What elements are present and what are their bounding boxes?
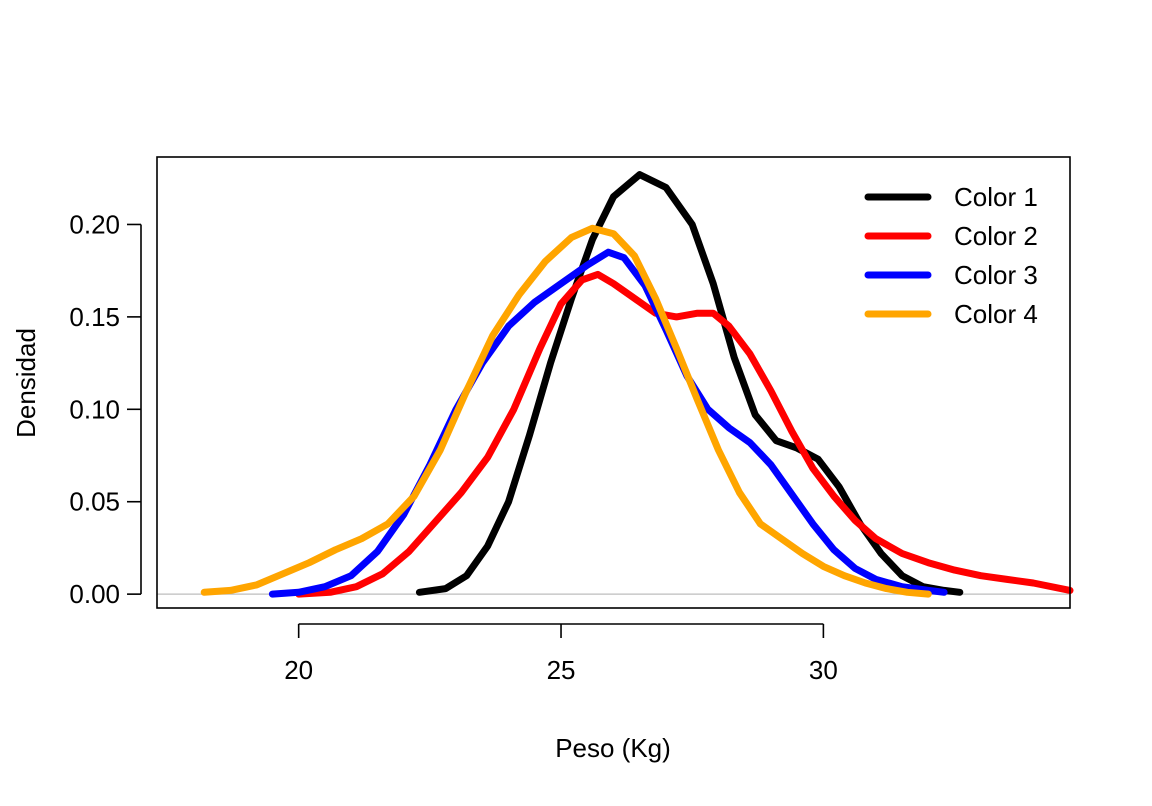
series-line-3 [268,248,948,598]
legend-label-2: Color 2 [954,221,1038,251]
x-tick-label: 20 [284,655,313,685]
y-axis: 0.00 0.05 0.10 0.15 0.20 [69,209,142,609]
series-line-2 [295,270,1074,598]
x-axis: 20 25 30 [284,623,838,685]
x-tick-label: 30 [809,655,838,685]
y-tick-label: 0.00 [69,579,120,609]
legend-label-4: Color 4 [954,299,1038,329]
legend-label-3: Color 3 [954,260,1038,290]
x-axis-title: Peso (Kg) [555,733,671,763]
plot-frame [156,156,1071,609]
legend: Color 1 Color 2 Color 3 Color 4 [864,182,1038,329]
y-tick-label: 0.10 [69,394,120,424]
y-axis-title: Densidad [11,328,41,438]
legend-label-1: Color 1 [954,182,1038,212]
y-tick-label: 0.05 [69,487,120,517]
series-line-4 [200,224,932,598]
series-line-1 [415,171,964,596]
series-layer [200,171,1074,598]
x-tick-label: 25 [547,655,576,685]
y-tick-label: 0.20 [69,209,120,239]
y-tick-label: 0.15 [69,302,120,332]
